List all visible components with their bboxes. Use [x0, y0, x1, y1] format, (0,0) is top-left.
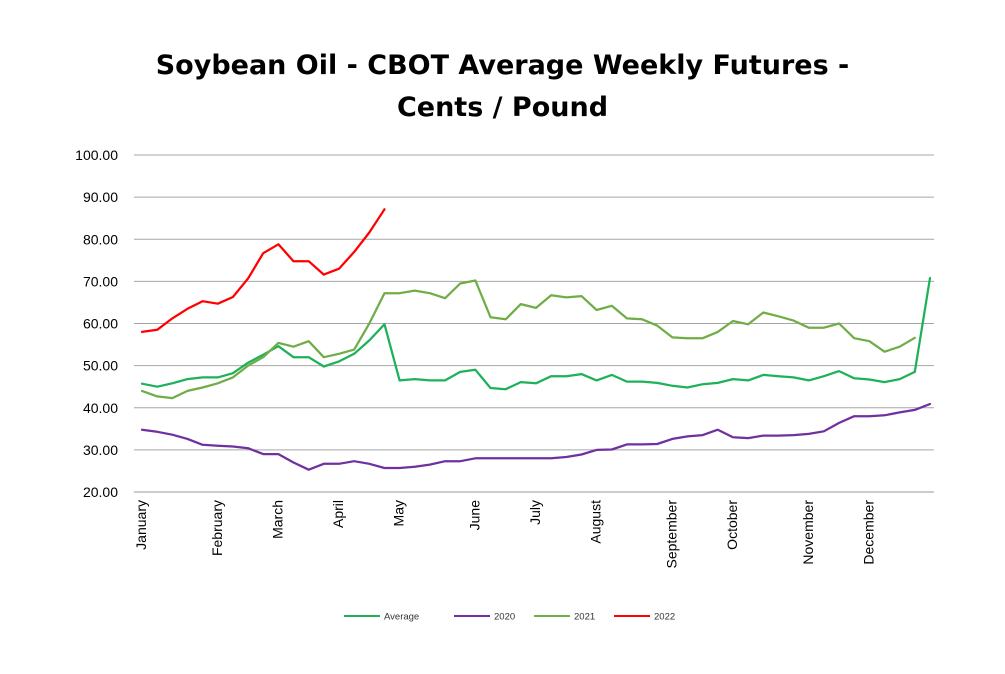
series-line-average — [140, 276, 932, 391]
x-tick-label: December — [860, 500, 876, 565]
y-tick-label: 20.00 — [83, 484, 118, 500]
legend-label: 2020 — [494, 612, 515, 623]
x-tick-label: September — [663, 500, 679, 569]
legend-label: Average — [384, 612, 419, 623]
y-tick-label: 100.00 — [75, 147, 118, 163]
legend-label: 2021 — [574, 612, 595, 623]
x-tick-label: January — [133, 500, 149, 550]
y-tick-label: 30.00 — [83, 442, 118, 458]
legend-label: 2022 — [654, 612, 675, 623]
y-tick-label: 40.00 — [83, 400, 118, 416]
x-tick-label: July — [527, 500, 543, 525]
y-tick-label: 80.00 — [83, 231, 118, 247]
x-tick-label: August — [588, 500, 604, 544]
x-tick-label: June — [466, 500, 482, 531]
x-tick-label: May — [391, 500, 407, 526]
x-tick-label: April — [330, 500, 346, 528]
y-tick-label: 70.00 — [83, 273, 118, 289]
y-tick-label: 50.00 — [83, 358, 118, 374]
chart-title-line-2: Cents / Pound — [396, 92, 609, 123]
y-tick-label: 60.00 — [83, 316, 118, 332]
series-line-2020 — [140, 402, 932, 471]
x-tick-label: October — [724, 500, 740, 550]
chart-title-line-1: Soybean Oil - CBOT Average Weekly Future… — [155, 50, 850, 81]
series-line-2022 — [140, 208, 386, 334]
x-tick-label: November — [800, 500, 816, 565]
y-tick-label: 90.00 — [83, 189, 118, 205]
series-line-2021 — [140, 279, 916, 400]
x-tick-label: March — [269, 500, 285, 539]
x-tick-label: February — [209, 500, 225, 556]
